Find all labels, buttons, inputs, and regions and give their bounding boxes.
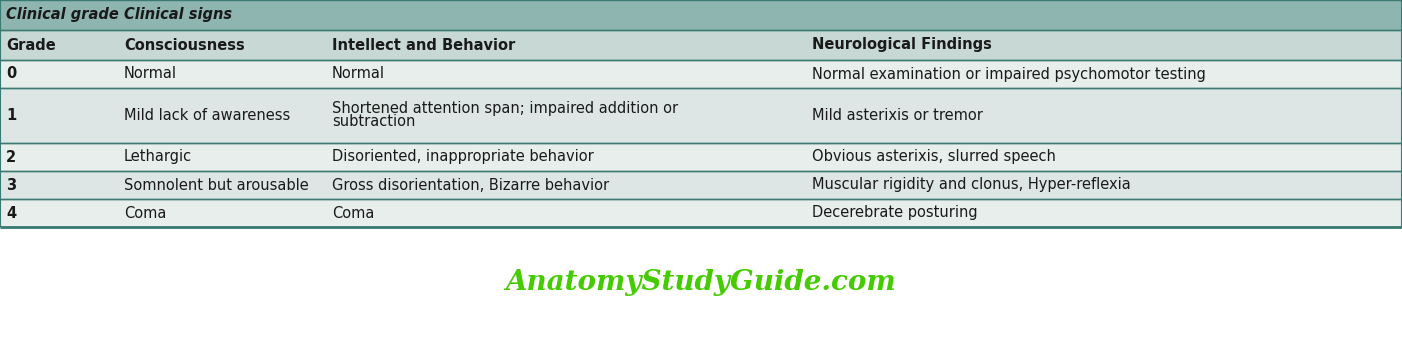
- Text: 1: 1: [6, 108, 17, 123]
- Text: Intellect and Behavior: Intellect and Behavior: [332, 38, 516, 53]
- Text: subtraction: subtraction: [332, 115, 415, 129]
- Text: Disoriented, inappropriate behavior: Disoriented, inappropriate behavior: [332, 149, 594, 164]
- Text: Clinical signs: Clinical signs: [123, 7, 233, 22]
- Text: Somnolent but arousable: Somnolent but arousable: [123, 178, 308, 193]
- Text: Consciousness: Consciousness: [123, 38, 245, 53]
- Text: Mild asterixis or tremor: Mild asterixis or tremor: [812, 108, 983, 123]
- Text: Muscular rigidity and clonus, Hyper-reflexia: Muscular rigidity and clonus, Hyper-refl…: [812, 178, 1131, 193]
- Text: Shortened attention span; impaired addition or: Shortened attention span; impaired addit…: [332, 101, 679, 117]
- Polygon shape: [0, 0, 1402, 30]
- Text: 2: 2: [6, 149, 17, 164]
- Polygon shape: [0, 88, 1402, 143]
- Polygon shape: [0, 60, 1402, 88]
- Text: Normal examination or impaired psychomotor testing: Normal examination or impaired psychomot…: [812, 66, 1206, 81]
- Polygon shape: [0, 171, 1402, 199]
- Text: Obvious asterixis, slurred speech: Obvious asterixis, slurred speech: [812, 149, 1056, 164]
- Polygon shape: [0, 143, 1402, 171]
- Polygon shape: [0, 199, 1402, 227]
- Text: Decerebrate posturing: Decerebrate posturing: [812, 205, 977, 220]
- Text: Grade: Grade: [6, 38, 56, 53]
- Text: Normal: Normal: [332, 66, 386, 81]
- Polygon shape: [0, 30, 1402, 60]
- Text: Neurological Findings: Neurological Findings: [812, 38, 991, 53]
- Text: Normal: Normal: [123, 66, 177, 81]
- Text: Clinical grade: Clinical grade: [6, 7, 119, 22]
- Text: 4: 4: [6, 205, 17, 220]
- Text: Coma: Coma: [123, 205, 167, 220]
- Text: Mild lack of awareness: Mild lack of awareness: [123, 108, 290, 123]
- Text: Lethargic: Lethargic: [123, 149, 192, 164]
- Text: Gross disorientation, Bizarre behavior: Gross disorientation, Bizarre behavior: [332, 178, 608, 193]
- Text: 3: 3: [6, 178, 17, 193]
- Text: Coma: Coma: [332, 205, 374, 220]
- Text: AnatomyStudyGuide.com: AnatomyStudyGuide.com: [506, 270, 896, 297]
- Text: 0: 0: [6, 66, 17, 81]
